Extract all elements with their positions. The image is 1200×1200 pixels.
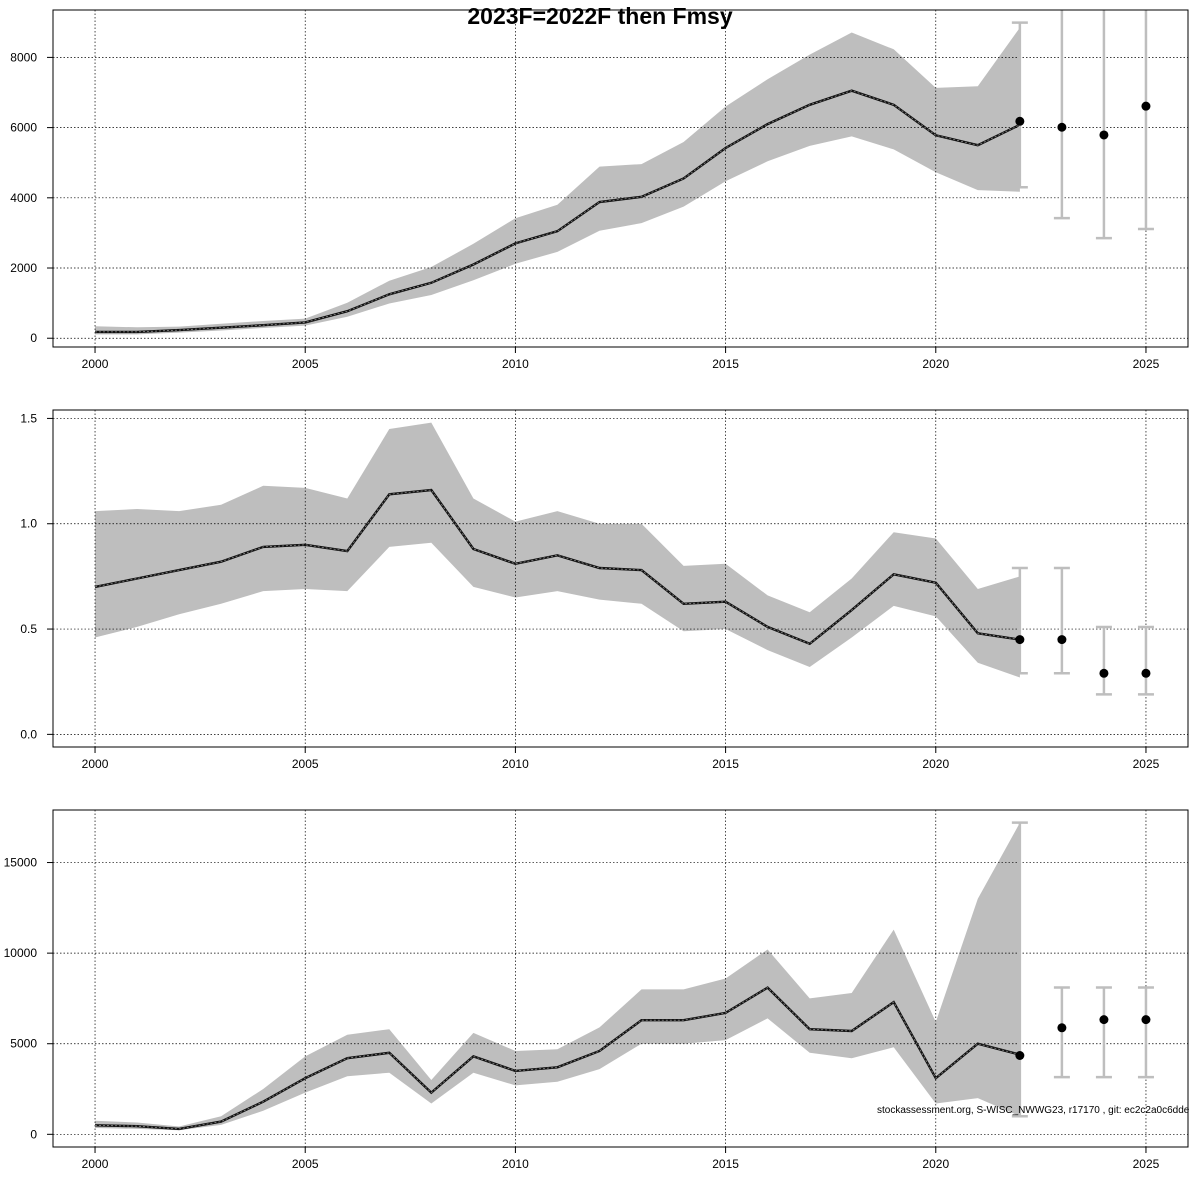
forecast-point: [1099, 1015, 1109, 1025]
y-tick-label: 8000: [10, 50, 37, 64]
panel-recruitment: 2000 2005 2010 2015 2020 2025 0 5000 10000 15000: [4, 809, 1189, 1171]
x-tick-label: 2025: [1133, 1157, 1160, 1171]
y-tick-label: 4000: [10, 191, 37, 205]
x-tick-label: 2020: [922, 757, 949, 771]
x-tick-label: 2010: [502, 357, 529, 371]
x-tick-label: 2005: [292, 1157, 319, 1171]
forecast-point: [1015, 635, 1025, 645]
y-tick-label: 5000: [10, 1037, 37, 1051]
y-tick-label: 1.5: [20, 411, 37, 425]
x-tick-label: 2015: [712, 357, 739, 371]
y-tick-label: 0.0: [20, 727, 37, 741]
x-tick-label: 2015: [712, 1157, 739, 1171]
plot-frame: [52, 9, 1189, 348]
x-tick-label: 2005: [292, 357, 319, 371]
forecast-point: [1015, 1051, 1025, 1061]
estimate-line-dash: [95, 90, 1021, 333]
x-tick-label: 2025: [1133, 357, 1160, 371]
y-tick-label: 10000: [4, 946, 38, 960]
confidence-band: [95, 822, 1020, 1131]
x-tick-label: 2020: [922, 357, 949, 371]
y-tick-label: 6000: [10, 121, 37, 135]
confidence-band: [95, 422, 1020, 678]
forecast-point: [1057, 1023, 1067, 1033]
y-tick-label: 0.5: [20, 622, 37, 636]
forecast-point: [1057, 122, 1067, 132]
y-tick-label: 0: [30, 331, 37, 345]
forecast-point: [1141, 668, 1151, 678]
confidence-band: [95, 27, 1020, 335]
forecast-point: [1015, 116, 1025, 126]
plot-frame: [52, 809, 1189, 1148]
y-tick-label: 2000: [10, 261, 37, 275]
x-tick-label: 2010: [502, 1157, 529, 1171]
y-tick-label: 1.0: [20, 517, 37, 531]
estimate-line: [94, 488, 1021, 646]
x-tick-label: 2020: [922, 1157, 949, 1171]
x-tick-label: 2010: [502, 757, 529, 771]
forecast-point: [1099, 668, 1109, 678]
forecast-point: [1141, 101, 1151, 111]
estimate-line-dash: [94, 987, 1021, 1130]
y-tick-label: 15000: [4, 856, 38, 870]
forecast-point: [1099, 130, 1109, 140]
panel-ssb: 2000 2005 2010 2015 2020 2025 0 2000 4000 6000 800…: [10, 9, 1189, 371]
x-tick-label: 2025: [1133, 757, 1160, 771]
forecast-point: [1141, 1015, 1151, 1025]
forecast-point: [1057, 635, 1067, 645]
plot-frame: [52, 409, 1189, 748]
panel-fishing-mortality: 2000 2005 2010 2015 2020 2025 0.0 0.5 1.0 1.5: [20, 409, 1189, 771]
x-tick-label: 2000: [82, 1157, 109, 1171]
credit-text: stockassessment.org, S-WISC_NWWG23, r171…: [877, 1105, 1190, 1116]
x-tick-label: 2000: [82, 757, 109, 771]
x-tick-label: 2015: [712, 757, 739, 771]
x-tick-label: 2005: [292, 757, 319, 771]
y-tick-label: 0: [30, 1127, 37, 1141]
chart-title: 2023F=2022F then Fmsy: [467, 3, 732, 29]
x-tick-label: 2000: [82, 357, 109, 371]
